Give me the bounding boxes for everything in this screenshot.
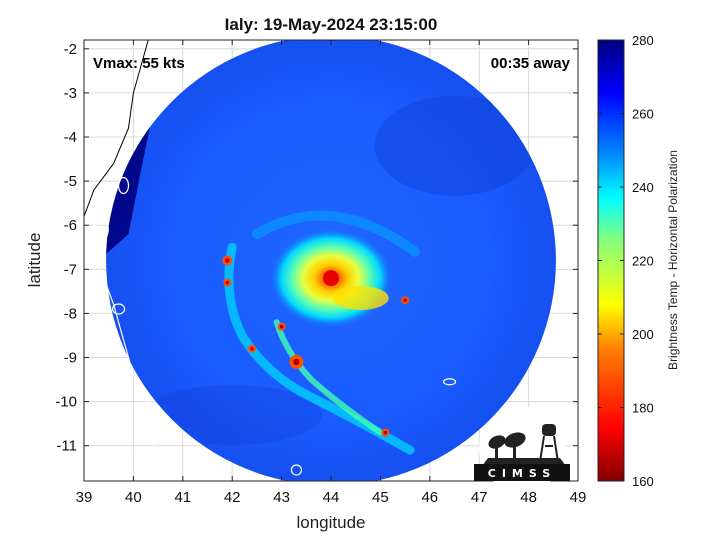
y-tick-label: -8: [64, 305, 77, 322]
colorbar-ticks: 160 180 200 220 240 260 280: [598, 33, 654, 489]
island-outline: [442, 378, 457, 386]
convective-cell-core: [225, 258, 230, 263]
y-tick-label: -2: [64, 41, 77, 58]
y-tick-label: -3: [64, 85, 77, 102]
y-tick-label: -6: [64, 217, 77, 234]
x-tick-label: 46: [421, 489, 438, 506]
colorbar-tick-label: 160: [632, 474, 654, 489]
cimss-logo-text: CIMSS: [488, 467, 556, 480]
colorbar-tick-label: 200: [632, 327, 654, 342]
y-tick-label: -11: [56, 438, 77, 455]
storm-center: [323, 270, 339, 287]
x-tick-label: 48: [520, 489, 537, 506]
cool-band: [374, 95, 535, 196]
brightness-temp-swath: [84, 40, 556, 481]
y-tick-label: -4: [64, 129, 77, 146]
cimss-logo: CIMSS: [474, 406, 570, 492]
colorbar-tick-label: 180: [632, 401, 654, 416]
time-offset-annotation: 00:35 away: [491, 55, 571, 72]
x-tick-label: 42: [224, 489, 241, 506]
x-tick-label: 49: [570, 489, 587, 506]
colorbar-tick-label: 260: [632, 107, 654, 122]
outer-band: [251, 210, 420, 257]
colorbar: [597, 39, 625, 482]
x-tick-label: 41: [174, 489, 191, 506]
rain-band: [224, 242, 415, 455]
x-tick-label: 39: [76, 489, 93, 506]
y-tick-label: -5: [64, 173, 77, 190]
island-outline: [93, 219, 109, 241]
colorbar-tick-label: 220: [632, 254, 654, 269]
vmax-annotation: Vmax: 55 kts: [93, 55, 185, 72]
x-axis-ticks: 39 40 41 42 43 44 45 46 47 48 49: [76, 40, 587, 506]
y-tick-label: -7: [64, 261, 77, 278]
convective-cell-core: [250, 346, 254, 351]
convective-cell-core: [403, 298, 407, 302]
coastline: [84, 40, 149, 217]
x-tick-label: 47: [471, 489, 488, 506]
x-tick-label: 44: [323, 489, 340, 506]
cool-band: [142, 384, 323, 445]
colorbar-tick-label: 240: [632, 180, 654, 195]
convective-cell-core: [383, 430, 388, 435]
y-tick-label: -9: [64, 350, 77, 367]
swath-features: [106, 40, 535, 481]
core-arm: [332, 285, 389, 310]
y-tick-label: -10: [55, 394, 77, 411]
x-tick-label: 40: [125, 489, 142, 506]
y-axis-label: latitude: [25, 233, 44, 288]
island-outline: [117, 176, 130, 195]
rain-band-inner: [273, 319, 384, 436]
x-tick-label: 43: [273, 489, 290, 506]
convective-cell-core: [225, 280, 230, 285]
x-tick-label: 45: [372, 489, 389, 506]
convective-cell-core: [279, 324, 284, 329]
convective-cell-core: [293, 358, 300, 366]
coastlines: [84, 40, 457, 476]
y-axis-ticks: -2 -3 -4 -5 -6 -7 -8 -9 -10 -11: [55, 41, 578, 455]
colorbar-label: Brightness Temp - Horizontal Polarizatio…: [666, 150, 680, 370]
colorbar-tick-label: 280: [632, 33, 654, 48]
island-outline: [111, 303, 126, 315]
coastline: [84, 238, 159, 456]
chart-title: Ialy: 19-May-2024 23:15:00: [225, 15, 438, 34]
island-outline: [290, 464, 303, 476]
x-axis-label: longitude: [296, 513, 365, 532]
